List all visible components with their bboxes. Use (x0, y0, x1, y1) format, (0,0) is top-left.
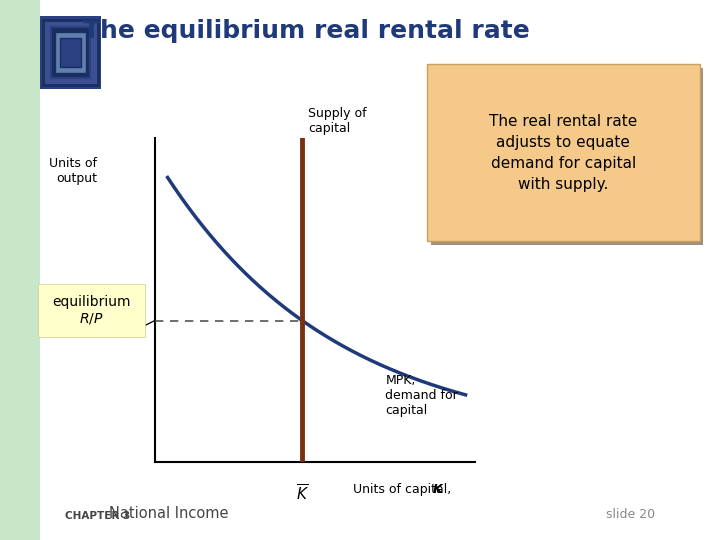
Bar (50, 27, 90, 78)
Text: CHAPTER 3: CHAPTER 3 (65, 511, 130, 521)
Text: K: K (433, 483, 442, 496)
Text: The real rental rate
adjusts to equate
demand for capital
with supply.: The real rental rate adjusts to equate d… (490, 113, 637, 192)
Text: The equilibrium real rental rate: The equilibrium real rental rate (83, 19, 529, 43)
Text: MPK,
demand for
capital: MPK, demand for capital (385, 374, 458, 417)
Text: Supply of
capital: Supply of capital (308, 107, 366, 135)
Text: slide 20: slide 20 (606, 508, 655, 521)
Text: equilibrium
$\mathit{R/P}$: equilibrium $\mathit{R/P}$ (53, 295, 131, 326)
Bar (55, 32, 86, 73)
Text: National Income: National Income (109, 506, 229, 521)
Text: Units of capital,: Units of capital, (354, 483, 456, 496)
Bar (60, 38, 81, 68)
Text: Units of
output: Units of output (49, 157, 97, 185)
Text: $\overline{K}$: $\overline{K}$ (296, 483, 309, 503)
